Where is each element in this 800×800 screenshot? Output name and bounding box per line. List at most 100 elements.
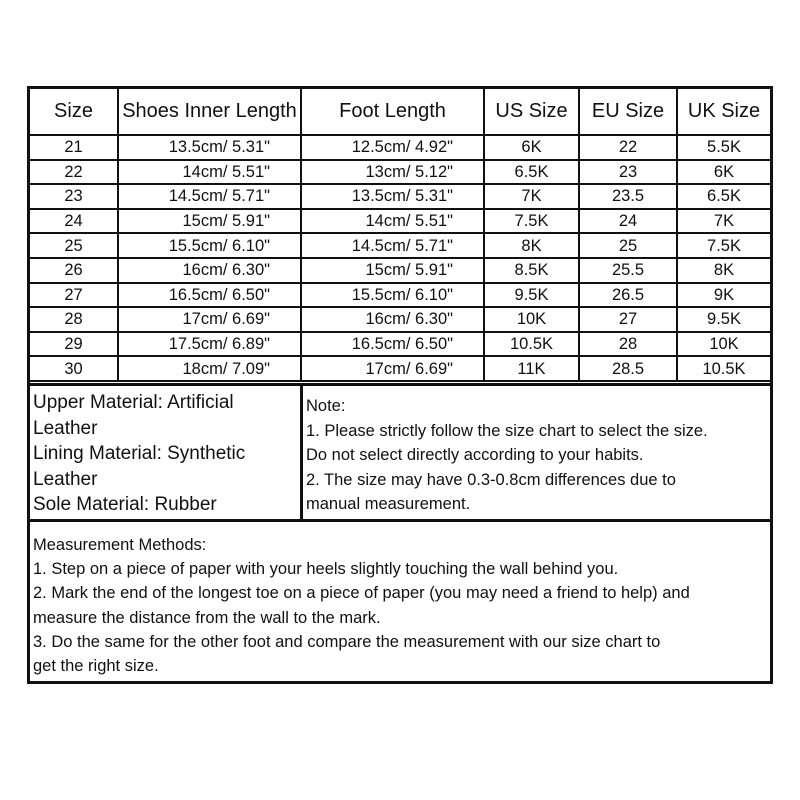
table-cell: 7.5K <box>676 232 770 259</box>
table-cell: 15cm/ 5.91" <box>300 256 485 284</box>
measurement-line: 2. Mark the end of the longest toe on a … <box>33 584 690 603</box>
table-cell: 23 <box>578 158 678 186</box>
table-cell: 8K <box>483 232 580 259</box>
table-cell: 28 <box>30 306 119 333</box>
table-cell: 30 <box>30 355 119 382</box>
materials-line: Leather <box>33 417 98 439</box>
table-cell: 7.5K <box>483 207 580 235</box>
table-cell: 14.5cm/ 5.71" <box>300 232 485 259</box>
table-cell: 16.5cm/ 6.50" <box>117 281 302 309</box>
table-cell: 15.5cm/ 6.10" <box>300 281 485 309</box>
table-row: 22 14cm/ 5.51" 13cm/ 5.12" 6.5K 23 6K <box>30 158 770 186</box>
column-header: Size <box>30 89 119 136</box>
column-header: EU Size <box>578 89 678 136</box>
measurement-line: get the right size. <box>33 657 159 676</box>
table-row: 24 15cm/ 5.91" 14cm/ 5.51" 7.5K 24 7K <box>30 207 770 235</box>
table-row: 21 13.5cm/ 5.31" 12.5cm/ 4.92" 6K 22 5.5K <box>30 134 770 161</box>
table-row: 29 17.5cm/ 6.89" 16.5cm/ 6.50" 10.5K 28 10K <box>30 330 770 358</box>
divider <box>300 386 303 519</box>
column-header: Foot Length <box>300 89 485 136</box>
materials-line: Sole Material: Rubber <box>33 494 217 515</box>
table-cell: 28.5 <box>578 355 678 382</box>
table-row: 25 15.5cm/ 6.10" 14.5cm/ 5.71" 8K 25 7.5K <box>30 232 770 259</box>
table-row: 26 16cm/ 6.30" 15cm/ 5.91" 8.5K 25.5 8K <box>30 256 770 284</box>
table-cell: 23.5 <box>578 183 678 210</box>
note-line: Note: <box>306 397 346 415</box>
table-cell: 12.5cm/ 4.92" <box>300 134 485 161</box>
table-cell: 7K <box>483 183 580 210</box>
table-cell: 23 <box>30 183 119 210</box>
table-cell: 6K <box>483 134 580 161</box>
table-cell: 29 <box>30 330 119 358</box>
measurement-line: 1. Step on a piece of paper with your he… <box>33 560 619 579</box>
column-header: UK Size <box>676 89 770 136</box>
table-cell: 27 <box>30 281 119 309</box>
table-cell: 10.5K <box>483 330 580 358</box>
table-cell: 17.5cm/ 6.89" <box>117 330 302 358</box>
table-row: 27 16.5cm/ 6.50" 15.5cm/ 6.10" 9.5K 26.5 9K <box>30 281 770 309</box>
table-cell: 13.5cm/ 5.31" <box>300 183 485 210</box>
table-cell: 13cm/ 5.12" <box>300 158 485 186</box>
note-text: Note: 1. Please strictly follow the size … <box>306 394 708 517</box>
size-chart: Size Shoes Inner Length Foot Length US Size… <box>27 86 773 684</box>
table-cell: 16.5cm/ 6.50" <box>300 330 485 358</box>
table-cell: 9K <box>676 281 770 309</box>
table-cell: 26.5 <box>578 281 678 309</box>
column-header: Shoes Inner Length <box>117 89 302 136</box>
materials-line: Upper Material: Artificial <box>33 392 234 413</box>
materials-text: Upper Material: Artificial Leather Lining … <box>33 390 298 518</box>
table-cell: 8.5K <box>483 256 580 284</box>
table-row: 23 14.5cm/ 5.71" 13.5cm/ 5.31" 7K 23.5 6.5K <box>30 183 770 210</box>
table-cell: 6.5K <box>676 183 770 210</box>
measurement-line: 3. Do the same for the other foot and co… <box>33 632 661 651</box>
table-row: 30 18cm/ 7.09" 17cm/ 6.69" 11K 28.5 10.5K <box>30 355 770 382</box>
note-line: 1. Please strictly follow the size chart… <box>306 421 708 440</box>
info-section: Upper Material: Artificial Leather Lining … <box>30 383 770 522</box>
measurement-line: measure the distance from the wall to th… <box>33 608 381 627</box>
table-cell: 15cm/ 5.91" <box>117 207 302 235</box>
table-cell: 10K <box>676 330 770 358</box>
table-cell: 28 <box>578 330 678 358</box>
table-cell: 24 <box>30 207 119 235</box>
table-cell: 26 <box>30 256 119 284</box>
materials-line: Leather <box>33 468 98 490</box>
table-cell: 9.5K <box>483 281 580 309</box>
table-cell: 14cm/ 5.51" <box>300 207 485 235</box>
measurement-line: Measurement Methods: <box>33 536 207 554</box>
table-cell: 11K <box>483 355 580 382</box>
table-cell: 6.5K <box>483 158 580 186</box>
header-row: Size Shoes Inner Length Foot Length US Size… <box>30 89 770 136</box>
table-cell: 17cm/ 6.69" <box>117 306 302 333</box>
table-cell: 16cm/ 6.30" <box>300 306 485 333</box>
table-cell: 8K <box>676 256 770 284</box>
table-cell: 25.5 <box>578 256 678 284</box>
table-cell: 22 <box>30 158 119 186</box>
note-line: manual measurement. <box>306 495 471 513</box>
table-cell: 16cm/ 6.30" <box>117 256 302 284</box>
table-cell: 17cm/ 6.69" <box>300 355 485 382</box>
table-cell: 27 <box>578 306 678 333</box>
table-cell: 9.5K <box>676 306 770 333</box>
column-header: US Size <box>483 89 580 136</box>
table-cell: 14.5cm/ 5.71" <box>117 183 302 210</box>
table-cell: 6K <box>676 158 770 186</box>
table-cell: 22 <box>578 134 678 161</box>
table-cell: 21 <box>30 134 119 161</box>
table-cell: 25 <box>578 232 678 259</box>
table-cell: 24 <box>578 207 678 235</box>
table-cell: 25 <box>30 232 119 259</box>
table-cell: 10K <box>483 306 580 333</box>
note-line: Do not select directly according to your… <box>306 446 644 464</box>
table-cell: 15.5cm/ 6.10" <box>117 232 302 259</box>
table-cell: 14cm/ 5.51" <box>117 158 302 186</box>
table-cell: 18cm/ 7.09" <box>117 355 302 382</box>
size-table: Size Shoes Inner Length Foot Length US Size… <box>30 89 770 382</box>
measurement-methods: Measurement Methods: 1. Step on a piece o… <box>33 533 773 678</box>
table-cell: 7K <box>676 207 770 235</box>
table-row: 28 17cm/ 6.69" 16cm/ 6.30" 10K 27 9.5K <box>30 306 770 333</box>
table-cell: 5.5K <box>676 134 770 161</box>
table-cell: 10.5K <box>676 355 770 382</box>
materials-line: Lining Material: Synthetic <box>33 443 246 464</box>
table-cell: 13.5cm/ 5.31" <box>117 134 302 161</box>
note-line: 2. The size may have 0.3-0.8cm differenc… <box>306 470 676 489</box>
